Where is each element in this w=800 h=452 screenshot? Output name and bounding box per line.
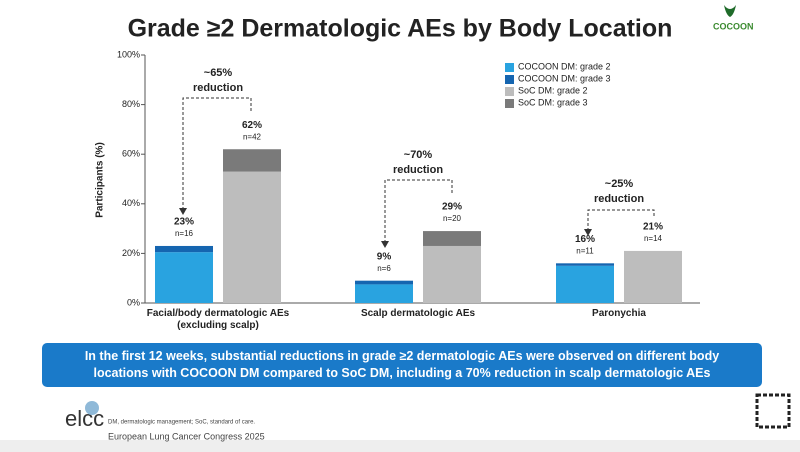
y-tick-label: 0% (127, 297, 140, 307)
bar-segment (223, 171, 281, 303)
reduction-brackets (182, 97, 655, 243)
bar-segment (624, 250, 682, 303)
bar-total-label: 16% (575, 234, 595, 245)
y-tick-label: 80% (122, 99, 140, 109)
chart-title: Grade ≥2 Dermatologic AEs by Body Locati… (128, 15, 673, 43)
bar-n-label: n=20 (443, 214, 462, 223)
x-tick-label: Scalp dermatologic AEs (360, 308, 476, 319)
legend-label: SoC DM: grade 3 (518, 97, 588, 107)
bar-segment (223, 149, 281, 172)
qr-code (755, 393, 791, 429)
y-tick-label: 40% (122, 198, 140, 208)
legend-label: COCOON DM: grade 2 (518, 61, 611, 71)
bar-segment (423, 245, 481, 303)
x-tick-label: Paronychia (592, 308, 646, 319)
bar-segment (355, 284, 413, 303)
legend-swatch (505, 87, 514, 96)
congress: European Lung Cancer Congress 2025 (108, 431, 265, 441)
bar-n-label: n=42 (243, 132, 262, 141)
y-tick-label: 100% (117, 49, 140, 59)
reduction-annotation: reduction (193, 82, 243, 94)
arrow-heads (179, 208, 592, 248)
bar-segment (556, 265, 614, 303)
bar-total-label: 23% (174, 217, 194, 228)
reduction-annotation: reduction (594, 193, 644, 205)
bar-segment (556, 263, 614, 266)
bar-n-label: n=6 (377, 264, 391, 273)
bar-total-label: 62% (242, 120, 262, 131)
bar-total-label: 9% (377, 251, 392, 262)
bar-segment (355, 280, 413, 285)
legend-swatch (505, 99, 514, 108)
key-message: In the first 12 weeks, substantial reduc… (42, 343, 762, 387)
y-tick-label: 20% (122, 248, 140, 258)
bar-n-label: n=14 (644, 234, 663, 243)
y-tick-label: 60% (122, 149, 140, 159)
bar-segment (155, 252, 213, 303)
reduction-annotation: ~25% (605, 178, 634, 190)
bar-segment (423, 231, 481, 246)
legend-swatch (505, 75, 514, 84)
reduction-annotation: ~65% (204, 67, 233, 79)
bar-total-label: 29% (442, 202, 462, 213)
bar-n-label: n=16 (175, 229, 194, 238)
bar-total-label: 21% (643, 222, 663, 233)
y-axis-label: Participants (%) (95, 142, 106, 218)
footnote: DM, dermatologic management; SoC, standa… (108, 420, 255, 426)
x-tick-label: Facial/body dermatologic AEs (excluding … (146, 308, 290, 331)
bar-n-label: n=11 (576, 246, 594, 255)
logo-icon (724, 5, 736, 17)
footer-band (0, 440, 800, 452)
study-logo: COCOON (713, 21, 754, 31)
bar-segment (155, 245, 213, 253)
elcc-logo-mark (85, 401, 99, 415)
legend-label: COCOON DM: grade 3 (518, 73, 611, 83)
legend-swatch (505, 63, 514, 72)
legend-label: SoC DM: grade 2 (518, 85, 588, 95)
reduction-annotation: reduction (393, 164, 443, 176)
reduction-annotation: ~70% (404, 149, 433, 161)
